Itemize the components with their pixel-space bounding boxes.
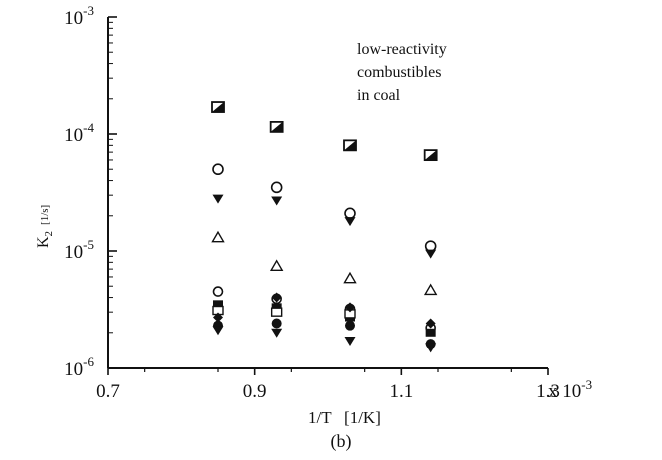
point-open-circle: [344, 207, 356, 220]
annotation-line-2: combustibles: [357, 64, 441, 81]
annotation-line-3: in coal: [357, 87, 401, 104]
point-half-square: [211, 101, 225, 113]
svg-text:K2[1/s]: K2[1/s]: [35, 205, 55, 248]
y-ticks: 10-6 10-5 10-4 10-3: [64, 3, 117, 380]
point-open-triangle: [269, 259, 284, 271]
point-open-circle: [270, 181, 283, 194]
x-tick-label: 1.1: [389, 381, 413, 402]
point-filled-triangle-down: [425, 343, 437, 353]
point-filled-diamond: [345, 302, 355, 313]
y-axis-label: K2[1/s]: [35, 205, 55, 248]
figure-caption: (b): [331, 431, 352, 452]
annotation: low-reactivity combustibles in coal: [357, 41, 447, 104]
point-filled-triangle-down: [212, 194, 224, 204]
point-half-square: [269, 120, 284, 133]
point-filled-circle: [271, 318, 282, 329]
point-open-circle: [212, 286, 224, 297]
point-filled-triangle-down: [344, 217, 356, 227]
point-open-square: [270, 307, 283, 317]
point-open-triangle: [211, 230, 225, 243]
point-open-triangle: [343, 271, 357, 284]
point-filled-square: [425, 328, 436, 337]
point-filled-triangle-down: [271, 196, 283, 206]
point-filled-triangle-down: [212, 326, 224, 336]
point-filled-square: [213, 300, 223, 309]
y-tick-label: 10-6: [64, 354, 94, 380]
y-tick-label: 10-5: [64, 237, 94, 263]
point-filled-triangle-down: [344, 337, 356, 347]
point-filled-diamond: [271, 292, 282, 303]
point-open-circle: [212, 163, 224, 176]
point-half-square: [423, 149, 438, 162]
point-open-triangle: [423, 283, 438, 296]
x-ticks: 0.7 0.9 1.1 1.3: [96, 368, 560, 402]
x-tick-label: 0.7: [96, 381, 120, 402]
x-tick-label: 1.3: [536, 381, 560, 402]
x-multiplier: x 10-3: [548, 377, 592, 402]
x-axis-label: 1/T [1/K]: [308, 408, 381, 427]
point-filled-circle: [345, 320, 355, 331]
y-tick-label: 10-3: [64, 3, 94, 29]
point-half-square: [343, 139, 357, 152]
point-filled-diamond: [213, 312, 223, 323]
plot-axes: [107, 17, 548, 369]
y-tick-label: 10-4: [64, 120, 94, 146]
point-filled-diamond: [425, 318, 436, 329]
x-tick-label: 0.9: [243, 381, 267, 402]
data-points: [211, 101, 438, 353]
annotation-line-1: low-reactivity: [357, 41, 447, 58]
point-filled-square: [271, 303, 282, 312]
point-filled-triangle-down: [271, 328, 283, 338]
point-filled-triangle-down: [425, 249, 437, 259]
